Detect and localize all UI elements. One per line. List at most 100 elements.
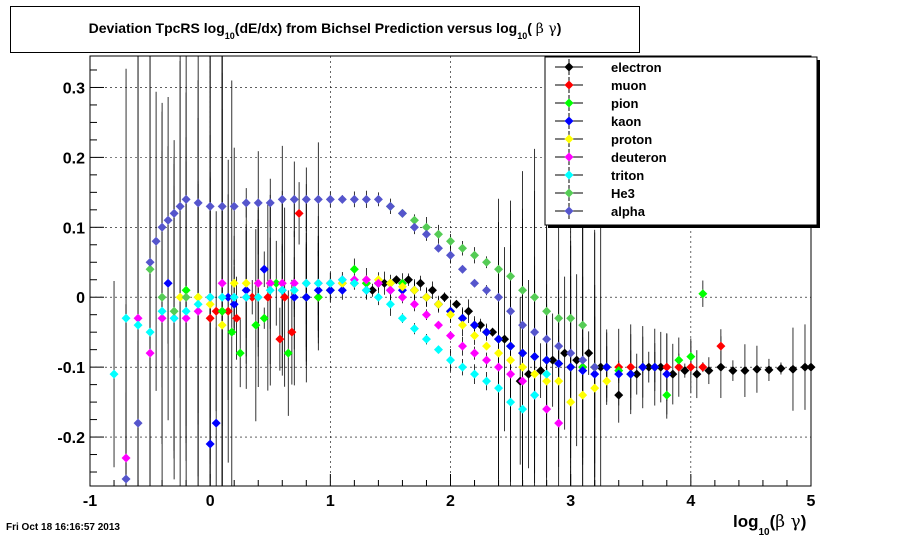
point-kaon [229, 299, 239, 309]
point-He3 [421, 222, 431, 232]
point-pion [283, 348, 293, 358]
y-tick-label: 0.1 [63, 220, 85, 237]
point-electron [524, 369, 534, 379]
point-electron [367, 285, 377, 295]
legend-marker [564, 116, 574, 126]
point-pion [271, 278, 281, 288]
point-deuteron [193, 306, 203, 316]
point-triton [109, 369, 119, 379]
point-kaon [530, 352, 540, 362]
y-tick-label: 0.3 [63, 80, 85, 97]
point-electron [668, 369, 678, 379]
point-He3 [530, 292, 540, 302]
point-triton [313, 278, 323, 288]
point-alpha [458, 264, 468, 274]
point-kaon [337, 285, 347, 295]
legend-marker [564, 152, 574, 162]
point-kaon [211, 418, 221, 428]
point-triton [542, 369, 552, 379]
point-electron [379, 278, 389, 288]
point-electron [391, 275, 401, 285]
timestamp-footer: Fri Oct 18 16:16:57 2013 [6, 522, 120, 533]
point-triton [470, 369, 480, 379]
data-points [109, 194, 816, 484]
point-alpha [566, 348, 576, 358]
point-electron [614, 390, 624, 400]
point-deuteron [409, 299, 419, 309]
point-deuteron [157, 313, 167, 323]
point-alpha [163, 215, 173, 225]
point-electron [788, 364, 798, 374]
point-electron [427, 285, 437, 295]
point-alpha [385, 201, 395, 211]
point-alpha [313, 194, 323, 204]
point-pion [251, 320, 261, 330]
point-triton [446, 355, 455, 365]
point-proton [554, 376, 564, 386]
point-electron [716, 362, 726, 372]
point-kaon [458, 313, 468, 323]
point-kaon [223, 292, 233, 302]
point-muon [275, 334, 285, 344]
point-kaon [494, 334, 504, 344]
point-deuteron [385, 285, 395, 295]
point-alpha [361, 194, 371, 204]
legend-label-proton: proton [611, 132, 652, 147]
point-electron [536, 366, 546, 376]
point-deuteron [433, 320, 443, 330]
point-alpha [409, 222, 419, 232]
point-alpha [301, 194, 311, 204]
point-triton [145, 327, 155, 337]
point-alpha [530, 327, 540, 337]
point-alpha [253, 198, 263, 208]
point-He3 [518, 285, 528, 295]
chart-title: Deviation TpcRS log10(dE/dx) from Bichse… [88, 20, 562, 41]
point-electron [752, 364, 762, 374]
point-triton [482, 376, 492, 386]
point-electron [415, 278, 425, 288]
x-tick-label: 3 [566, 493, 575, 510]
point-proton [385, 278, 395, 288]
point-He3 [433, 229, 443, 239]
point-alpha [241, 198, 251, 208]
point-He3 [181, 292, 191, 302]
point-alpha [229, 201, 239, 211]
point-alpha [494, 292, 504, 302]
point-deuteron [145, 348, 155, 358]
point-alpha [169, 208, 179, 218]
point-kaon [590, 369, 600, 379]
point-proton [566, 397, 576, 407]
point-triton [518, 404, 528, 414]
legend-marker [564, 80, 574, 90]
point-kaon [325, 285, 335, 295]
point-alpha [217, 201, 227, 211]
point-deuteron [470, 348, 480, 358]
point-alpha [397, 208, 407, 218]
point-proton [175, 292, 185, 302]
point-triton [373, 292, 383, 302]
point-pion [313, 292, 323, 302]
point-muon [223, 306, 233, 316]
point-electron [656, 362, 666, 372]
point-kaon [163, 278, 173, 288]
point-pion [227, 327, 237, 337]
point-proton [193, 292, 203, 302]
point-triton [530, 390, 540, 400]
point-electron [806, 362, 816, 372]
point-proton [421, 292, 431, 302]
point-electron [548, 355, 558, 365]
point-triton [433, 345, 443, 355]
point-muon [698, 362, 708, 372]
point-triton [265, 285, 275, 295]
point-proton [470, 331, 480, 341]
point-electron [596, 362, 606, 372]
point-deuteron [494, 362, 504, 372]
point-triton [229, 292, 239, 302]
point-triton [506, 397, 516, 407]
point-muon [626, 362, 636, 372]
point-He3 [554, 313, 564, 323]
point-muon [232, 313, 242, 323]
point-triton [421, 334, 431, 344]
x-tick-label: -1 [83, 493, 97, 510]
point-electron [464, 306, 474, 316]
